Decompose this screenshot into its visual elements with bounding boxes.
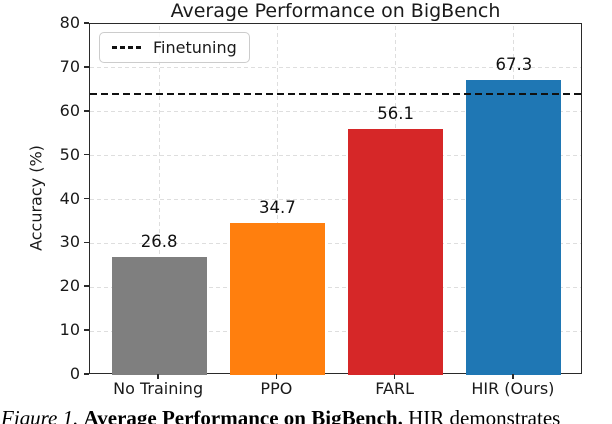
- grid-line-horizontal: [90, 111, 581, 113]
- bar-hir-ours-: [466, 79, 562, 375]
- legend: Finetuning: [99, 32, 250, 63]
- x-tick-label: PPO: [260, 379, 293, 398]
- y-tick: [84, 66, 89, 68]
- y-tick: [84, 153, 89, 156]
- caption-figure-label: Figure 1.: [1, 406, 79, 424]
- y-tick: [84, 373, 89, 375]
- grid-line-vertical: [158, 24, 160, 373]
- y-tick-label: 0: [69, 364, 80, 383]
- plot-area: 26.8 34.7 56.1 67.3: [89, 23, 582, 375]
- x-tick-label: No Training: [113, 379, 204, 398]
- y-tick-label: 30: [59, 232, 80, 252]
- grid-line-horizontal: [90, 155, 581, 157]
- y-tick: [84, 329, 89, 331]
- x-tick: [512, 374, 514, 379]
- grid-line-vertical: [276, 24, 278, 373]
- y-tick: [84, 197, 89, 200]
- grid-line-horizontal: [90, 330, 581, 332]
- bar-no-training: [111, 257, 207, 375]
- x-tick-label: FARL: [375, 379, 414, 398]
- x-tick: [275, 374, 278, 379]
- y-tick-label: 10: [59, 320, 80, 340]
- y-tick-label: 20: [59, 276, 80, 296]
- bar-value-label: 34.7: [259, 197, 296, 217]
- bar-value-label: 67.3: [495, 54, 533, 74]
- grid-line-horizontal: [90, 242, 581, 244]
- bar-value-label: 56.1: [377, 103, 414, 123]
- legend-label: Finetuning: [153, 38, 237, 57]
- grid-line-horizontal: [90, 199, 581, 200]
- caption-trailing-text: HIR demonstrates: [408, 406, 561, 424]
- figure-caption: Figure 1. Average Performance on BigBenc…: [1, 406, 612, 424]
- grid-line-horizontal: [90, 286, 581, 288]
- caption-bold-text: Average Performance on BigBench.: [83, 406, 403, 424]
- y-tick: [84, 109, 89, 112]
- y-tick-label: 70: [59, 56, 80, 76]
- y-tick: [84, 285, 89, 288]
- x-tick: [157, 374, 159, 379]
- bar-value-label: 26.8: [140, 232, 178, 252]
- y-tick: [84, 241, 89, 244]
- grid-line-horizontal: [90, 67, 581, 69]
- finetuning-reference-line: [90, 93, 581, 96]
- bar-farl: [348, 128, 444, 375]
- chart-title: Average Performance on BigBench: [170, 0, 501, 22]
- y-tick-label: 60: [59, 100, 80, 120]
- y-tick-label: 40: [59, 188, 80, 208]
- x-tick: [393, 374, 396, 379]
- dashed-line-icon: [112, 46, 143, 49]
- x-tick-label: HIR (Ours): [471, 379, 555, 398]
- y-tick-label: 50: [59, 144, 80, 164]
- y-tick: [84, 22, 89, 24]
- bar-ppo: [229, 222, 325, 375]
- y-tick-label: 80: [59, 13, 80, 32]
